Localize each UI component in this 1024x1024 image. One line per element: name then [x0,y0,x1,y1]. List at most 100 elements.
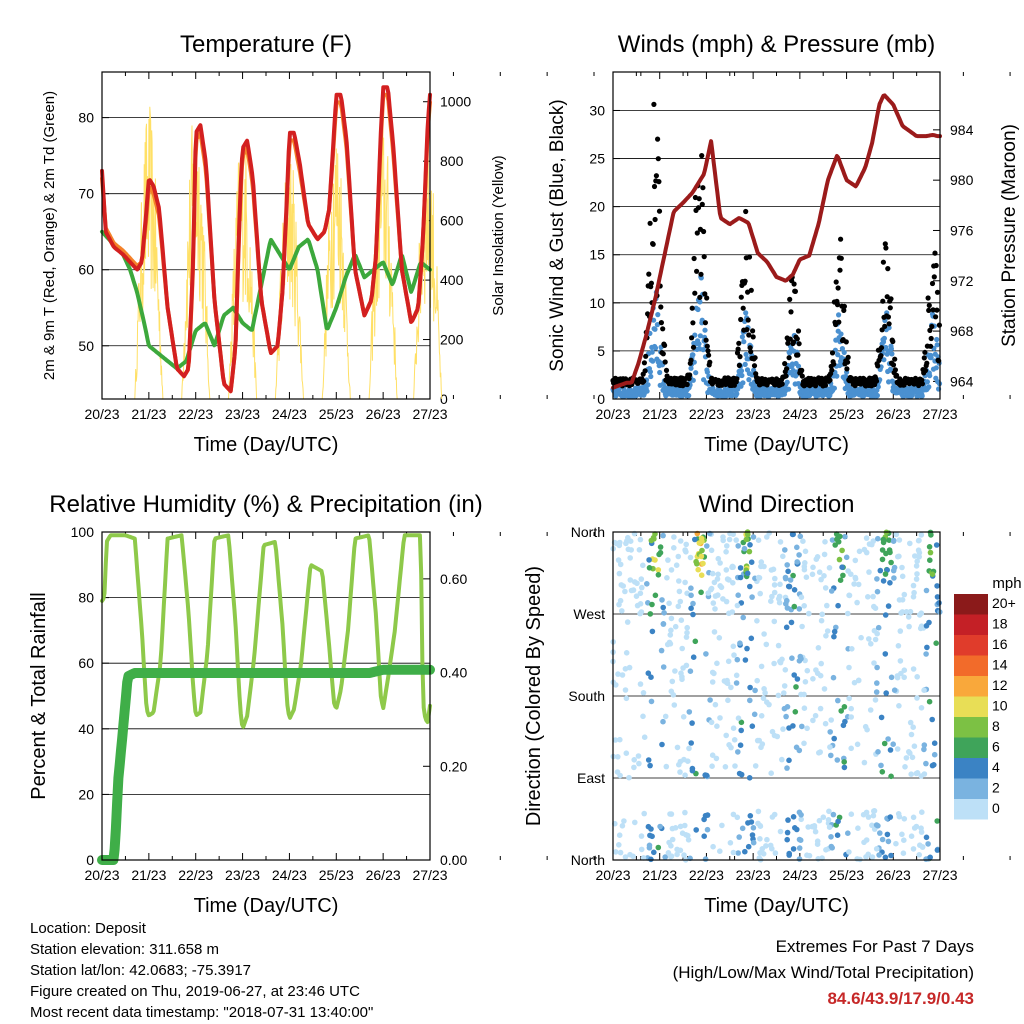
direction-point [887,747,894,753]
direction-point [885,838,892,845]
direction-point [848,714,854,720]
gust-point [845,359,851,365]
gust-point [688,357,694,363]
direction-point [721,678,728,684]
direction-point [768,770,774,776]
direction-point [923,623,930,629]
direction-point [634,580,640,587]
y-tick-label: 20 [78,786,94,802]
direction-point [901,816,908,822]
direction-point [908,833,915,839]
gust-point [885,266,891,272]
wind-point [790,368,796,374]
gust-point [844,366,850,372]
direction-point [667,811,673,817]
direction-point [835,602,841,609]
wind-point [927,373,933,379]
direction-point [848,745,854,752]
direction-point [903,755,910,761]
direction-point [683,549,689,555]
gust-point [931,274,937,280]
gust-point [647,220,653,226]
gust-point [655,136,661,142]
direction-point [810,717,816,724]
direction-point [613,540,620,547]
wind-point [690,377,696,383]
direction-point [707,697,713,703]
direction-point [824,602,830,609]
direction-point [730,811,737,818]
direction-point [741,545,748,552]
direction-point [845,830,851,836]
y-tick-label: 20 [589,199,605,215]
direction-point [879,769,886,775]
direction-point [648,674,654,680]
gust-point [736,340,742,346]
direction-point [790,572,796,579]
gust-point [934,307,940,313]
gust-point [919,381,926,387]
direction-point [834,757,841,763]
legend-label: 2 [992,780,1000,796]
direction-point [617,597,624,604]
gust-point [690,320,696,326]
direction-point [827,729,833,735]
gust-point [734,376,740,382]
direction-point [826,565,833,571]
direction-point [936,600,942,606]
direction-point [730,725,737,731]
gust-point [698,271,704,277]
direction-point [803,574,810,580]
direction-point [867,707,874,713]
direction-point [677,538,684,544]
direction-point [745,843,752,850]
y2-tick-label: 980 [950,172,974,188]
direction-point [800,538,806,544]
wind-point [934,336,940,343]
direction-point [869,822,875,829]
direction-point [675,603,682,610]
direction-point [645,670,652,676]
direction-point [798,655,804,662]
direction-point [669,678,676,685]
direction-point [621,818,627,824]
wind-point [654,322,661,328]
solar-trace [274,164,304,400]
direction-point [838,708,844,714]
direction-point [698,572,705,578]
y-tick-label: 60 [78,655,94,671]
direction-point [624,538,630,544]
direction-point [660,718,666,725]
direction-point [801,566,808,573]
direction-point [818,660,824,667]
direction-point [779,756,785,763]
y-tick-label: 25 [589,151,605,167]
gust-point [702,291,708,297]
direction-point [677,758,684,765]
direction-point [806,610,812,617]
legend-label: 8 [992,718,1000,734]
gust-point [796,341,802,347]
gust-point [663,367,670,373]
direction-point [682,809,688,816]
direction-point [746,775,753,781]
direction-point [910,846,917,852]
gust-point [646,271,652,277]
direction-point [848,811,855,817]
gust-point [702,320,709,326]
legend-label: 4 [992,759,1000,775]
direction-point [822,720,829,727]
direction-point [749,832,756,838]
speed-legend: mph 20+ 18 16 14 12 10 8 6 4 2 0 [954,575,1022,820]
direction-point [640,855,647,861]
direction-point [885,603,892,609]
direction-point [899,564,905,571]
direction-point [780,553,786,560]
gust-point [699,201,705,207]
direction-point [916,852,922,858]
direction-point [781,690,787,696]
direction-point [652,557,658,563]
legend-title: mph [992,575,1021,592]
direction-point [919,844,926,850]
gust-point [836,319,842,325]
